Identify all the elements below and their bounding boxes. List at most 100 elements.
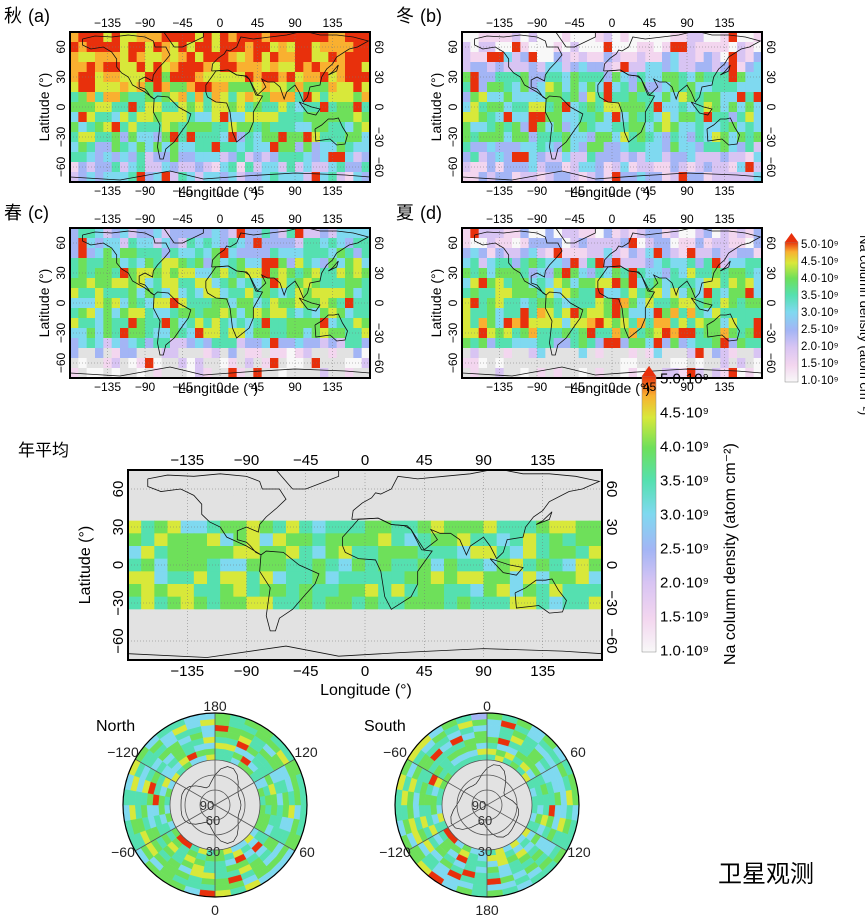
- heatmap-cell: [628, 82, 638, 93]
- heatmap-cell: [345, 358, 354, 369]
- lat-tick-right: 0: [764, 300, 778, 307]
- heatmap-cell: [136, 122, 146, 133]
- heatmap-cell: [78, 268, 88, 279]
- heatmap-cell: [670, 278, 680, 289]
- heatmap-cell: [361, 338, 370, 349]
- heatmap-cell: [351, 609, 366, 623]
- heatmap-cell: [299, 533, 313, 547]
- heatmap-cell: [311, 82, 321, 93]
- heatmap-cell: [670, 62, 680, 73]
- heatmap-cell: [236, 348, 246, 359]
- season-label-autumn: 秋: [4, 6, 22, 27]
- heatmap-cell: [512, 368, 521, 378]
- heatmap-cell: [220, 482, 234, 496]
- heatmap-cell: [325, 571, 340, 585]
- heatmap-cell: [86, 308, 96, 319]
- heatmap-cell: [233, 634, 248, 648]
- heatmap-cell: [603, 328, 613, 339]
- heatmap-cell: [487, 308, 496, 319]
- heatmap-cell: [720, 112, 730, 123]
- heatmap-cell: [728, 172, 738, 182]
- heatmap-cell: [678, 32, 688, 43]
- heatmap-cell: [338, 596, 353, 610]
- heatmap-cell: [512, 248, 521, 259]
- heatmap-cell: [645, 348, 655, 359]
- heatmap-cell: [536, 495, 550, 509]
- heatmap-cell: [154, 584, 169, 598]
- heatmap-cell: [336, 358, 346, 369]
- heatmap-cell: [578, 308, 588, 319]
- heatmap-cell: [336, 82, 346, 93]
- heatmap-cell: [299, 495, 313, 509]
- heatmap-cell: [325, 520, 340, 534]
- heatmap-cell: [378, 634, 392, 648]
- heatmap-cell: [228, 258, 238, 269]
- heatmap-cell: [562, 172, 571, 182]
- heatmap-cell: [345, 288, 354, 299]
- heatmap-cell: [145, 152, 154, 163]
- heatmap-cell: [728, 368, 738, 378]
- heatmap-cell: [662, 278, 671, 289]
- heatmap-cell: [628, 152, 638, 163]
- heatmap-cell: [578, 92, 588, 103]
- heatmap-cell: [195, 358, 204, 369]
- heatmap-cell: [351, 571, 366, 585]
- heatmap-cell: [662, 72, 671, 83]
- heatmap-cell: [720, 248, 730, 259]
- heatmap-cell: [512, 318, 521, 329]
- heatmap-cell: [536, 482, 550, 496]
- heatmap-cell: [462, 338, 471, 349]
- heatmap-cell: [687, 72, 696, 83]
- lon-tick-top: 45: [251, 16, 265, 30]
- heatmap-cell: [286, 288, 296, 299]
- heatmap-cell: [653, 298, 663, 309]
- heatmap-cell: [338, 470, 353, 484]
- heatmap-cell: [303, 142, 313, 153]
- heatmap-cell: [536, 584, 550, 598]
- heatmap-cell: [570, 102, 580, 113]
- heatmap-cell: [233, 584, 248, 598]
- lat-tick-right: −60: [372, 353, 386, 374]
- heatmap-cell: [351, 533, 366, 547]
- heatmap-cell: [136, 238, 146, 249]
- heatmap-cell: [345, 348, 354, 359]
- heatmap-cell: [153, 268, 163, 279]
- heatmap-cell: [170, 288, 179, 299]
- heatmap-cell: [295, 62, 304, 73]
- heatmap-cell: [345, 82, 354, 93]
- heatmap-cell: [245, 248, 254, 259]
- heatmap-cell: [478, 368, 488, 378]
- heatmap-cell: [270, 92, 279, 103]
- heatmap-cell: [720, 268, 730, 279]
- lon-tick-top: 90: [680, 212, 694, 226]
- heatmap-cell: [278, 72, 288, 83]
- heatmap-cell: [703, 288, 713, 299]
- heatmap-cell: [628, 338, 638, 349]
- heatmap-cell: [528, 162, 538, 173]
- heatmap-cell: [637, 318, 646, 329]
- lon-tick-bottom: −135: [486, 380, 513, 394]
- heatmap-cell: [603, 62, 613, 73]
- heatmap-cell: [170, 152, 179, 163]
- heatmap-cell: [278, 318, 288, 329]
- heatmap-cell: [509, 495, 524, 509]
- colorbar-large: 5.0·10⁹4.5·10⁹4.0·10⁹3.5·10⁹3.0·10⁹2.5·1…: [641, 366, 739, 665]
- lat-tick-left: 0: [54, 299, 68, 306]
- heatmap-cell: [509, 558, 524, 572]
- heatmap-cell: [111, 258, 121, 269]
- polar-heatmap-cell: [214, 748, 226, 756]
- heatmap-cell: [145, 258, 154, 269]
- heatmap-cell: [207, 622, 221, 636]
- heatmap-cell: [645, 328, 655, 339]
- heatmap-cell: [712, 42, 721, 53]
- heatmap-cell: [286, 571, 300, 585]
- heatmap-cell: [430, 647, 445, 660]
- heatmap-cell: [603, 42, 613, 53]
- lon-tick-bottom: 90: [288, 380, 302, 394]
- heatmap-cell: [678, 132, 688, 143]
- heatmap-cell: [695, 112, 705, 123]
- heatmap-cell: [537, 328, 546, 339]
- heatmap-cell: [578, 368, 588, 378]
- heatmap-cell: [220, 142, 229, 153]
- heatmap-cell: [430, 634, 445, 648]
